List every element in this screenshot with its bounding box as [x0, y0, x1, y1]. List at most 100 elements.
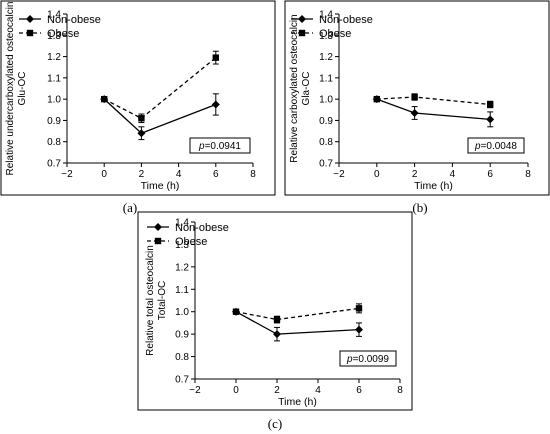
legend-non-obese-label: Non-obese	[319, 14, 373, 26]
legend-obese-label: Obese	[175, 236, 207, 248]
chart-b-non-obese-point	[486, 115, 495, 124]
chart-b-y-tick-label: 0.9	[319, 116, 333, 127]
chart-c-non-obese-point	[273, 330, 281, 339]
chart-c-p-value-text: p=0.0099	[346, 354, 389, 365]
chart-b-x-tick-label: 8	[525, 169, 531, 180]
chart-a-x-tick-label: 0	[101, 169, 107, 180]
chart-a-x-axis-label: Time (h)	[141, 180, 180, 192]
chart-c-y-axis-label-line1: Relative total osteocalcin	[145, 245, 156, 356]
chart-c-y-tick-label: 1.3	[175, 240, 189, 251]
panel-a-frame	[0, 0, 276, 196]
chart-a-y-tick-label: 1.4	[47, 10, 61, 21]
chart-b-y-tick-label: 1.3	[319, 31, 333, 42]
chart-a-y-tick-label: 0.8	[47, 137, 61, 148]
chart-b-y-tick-label: 0.7	[319, 159, 333, 170]
chart-b-y-tick-label: 1.4	[319, 10, 333, 21]
chart-a-x-tick-label: 4	[176, 169, 182, 180]
chart-a-x-tick-label: 2	[139, 169, 145, 180]
panel-c-label: (c)	[268, 416, 282, 431]
chart-a-obese-point	[212, 54, 219, 61]
chart-c-x-axis-label: Time (h)	[278, 396, 317, 408]
chart-c-y-tick-label: 0.9	[175, 330, 189, 341]
chart-b-y-tick-label: 1.0	[319, 95, 333, 106]
chart-b-y-tick-label: 0.8	[319, 137, 333, 148]
chart-b-p-value-symbol: p	[474, 141, 481, 152]
chart-c-x-tick-label: −2	[189, 385, 201, 396]
chart-a-x-tick-label: −2	[61, 169, 73, 180]
chart-b-p-value-box	[467, 137, 525, 154]
chart-b-x-tick-label: −2	[333, 169, 345, 180]
chart-a-y-tick-label: 1.2	[47, 52, 61, 63]
panel-c: 0.7 0.8 0.9 1.0 1.1 1.2 1.3 1.4 −2 0 2 4 6 8 Time (h) R…	[137, 211, 413, 431]
chart-c-plot: 0.7 0.8 0.9 1.0 1.1 1.2 1.3 1.4 −2 0 2 4 6 8 Time (h) R…	[145, 218, 403, 409]
chart-b-y-axis-label-line2: Gla-OC	[301, 72, 312, 106]
chart-b-plot: 0.7 0.8 0.9 1.0 1.1 1.2 1.3 1.4 −2 0 2 4 6 8 Time (h) R…	[289, 10, 531, 193]
chart-a-non-obese-point	[137, 129, 146, 138]
legend-obese-label: Obese	[47, 28, 79, 40]
panel-c-frame	[137, 211, 413, 411]
chart-c-non-obese-point	[355, 325, 363, 334]
legend-non-obese-marker	[26, 15, 34, 23]
chart-b-x-tick-label: 0	[374, 169, 380, 180]
chart-c-obese-point	[355, 305, 363, 312]
legend-obese-label: Obese	[319, 28, 351, 40]
legend-obese-marker	[154, 237, 162, 245]
chart-a-p-value-number: =0.0941	[205, 141, 242, 152]
chart-a-obese-point	[138, 115, 145, 122]
chart-c-x-tick-label: 4	[315, 385, 321, 396]
chart-a-y-axis-label-line1: Relative undercarboxylated osteocalcin	[5, 2, 16, 176]
chart-b-x-tick-label: 6	[487, 169, 493, 180]
chart-a-plot: 0.7 0.8 0.9 1.0 1.1 1.2 1.3 1.4 −2 0 2 4 6 8 Time (h) R…	[5, 2, 256, 193]
chart-a-y-tick-label: 1.3	[47, 31, 61, 42]
chart-a-y-tick-label: 1.0	[47, 95, 61, 106]
chart-b-obese-point	[373, 95, 380, 103]
chart-b-p-value-text: p=0.0048	[474, 141, 517, 152]
chart-c-y-tick-label: 1.4	[175, 218, 189, 229]
chart-b-p-value-number: =0.0048	[481, 141, 518, 152]
chart-c-p-value-symbol: p	[346, 354, 353, 365]
chart-b-y-tick-label: 1.1	[319, 73, 333, 84]
legend-obese-marker	[298, 29, 306, 37]
chart-a-p-value-text: p=0.0941	[198, 141, 241, 152]
panel-b: 0.7 0.8 0.9 1.0 1.1 1.2 1.3 1.4 −2 0 2 4 6 8 Time (h) R…	[284, 0, 550, 215]
chart-a-y-tick-label: 1.1	[47, 73, 61, 84]
chart-c-y-tick-label: 0.7	[175, 375, 189, 386]
panel-a: 0.7 0.8 0.9 1.0 1.1 1.2 1.3 1.4 −2 0 2 4 6 8 Time (h) R…	[0, 0, 276, 215]
chart-b-y-axis-label-line1: Relative carboxylated osteocalcin	[289, 14, 300, 162]
chart-a-y-tick-label: 0.9	[47, 116, 61, 127]
legend-non-obese-marker	[298, 15, 306, 23]
legend-non-obese-marker	[154, 223, 162, 231]
chart-c-x-tick-label: 6	[356, 385, 362, 396]
chart-c-y-tick-label: 0.8	[175, 352, 189, 363]
chart-a-y-tick-label: 0.7	[47, 159, 61, 170]
chart-a-p-value-box	[189, 137, 251, 154]
panel-b-label: (b)	[412, 200, 427, 215]
chart-c-x-tick-label: 2	[274, 385, 280, 396]
chart-c-p-value-number: =0.0099	[353, 354, 390, 365]
chart-c-obese-point	[273, 316, 281, 323]
chart-c-y-tick-label: 1.0	[175, 307, 189, 318]
chart-a-obese-point	[101, 95, 108, 103]
legend-non-obese-label: Non-obese	[175, 222, 229, 234]
chart-c-x-tick-label: 0	[233, 385, 239, 396]
panel-a-label: (a)	[123, 200, 137, 215]
chart-c-p-value-box	[339, 350, 397, 367]
chart-a-y-axis-label-line2: Glu-OC	[17, 72, 28, 106]
chart-c-y-tick-label: 1.2	[175, 262, 189, 273]
chart-b-obese-point	[411, 93, 418, 101]
chart-c-x-tick-label: 8	[397, 385, 403, 396]
chart-b-non-obese-point	[410, 108, 419, 117]
chart-c-y-tick-label: 1.1	[175, 285, 189, 296]
chart-c-obese-point	[232, 308, 240, 315]
legend-obese-marker	[26, 29, 34, 37]
chart-b-obese-point	[487, 101, 494, 108]
chart-a-p-value-symbol: p	[198, 141, 205, 152]
chart-b-x-tick-label: 2	[412, 169, 418, 180]
chart-a-non-obese-point	[211, 100, 220, 109]
chart-a-x-tick-label: 6	[213, 169, 219, 180]
legend-non-obese-label: Non-obese	[47, 14, 101, 26]
chart-b-x-axis-label: Time (h)	[414, 180, 453, 192]
chart-a-obese-line	[103, 57, 217, 120]
chart-b-x-tick-label: 4	[450, 169, 456, 180]
